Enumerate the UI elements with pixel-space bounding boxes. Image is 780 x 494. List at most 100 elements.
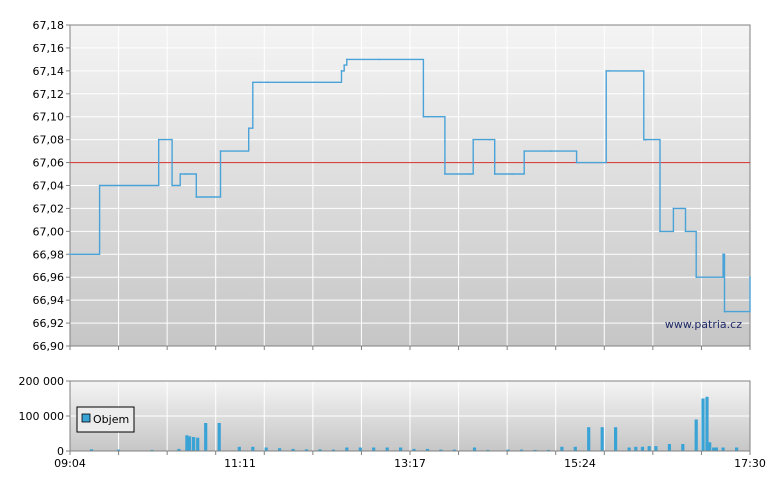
price-point bbox=[659, 230, 661, 233]
price-point bbox=[688, 230, 691, 233]
price-y-tick-label: 66,98 bbox=[33, 248, 65, 261]
x-tick-label: 15:24 bbox=[564, 457, 596, 470]
price-point bbox=[644, 138, 646, 141]
price-point bbox=[98, 184, 101, 187]
price-point bbox=[444, 173, 446, 175]
legend-swatch bbox=[81, 413, 91, 423]
price-point bbox=[550, 150, 552, 152]
volume-bar bbox=[600, 427, 604, 451]
price-point bbox=[219, 150, 222, 152]
volume-y-tick-label: 0 bbox=[57, 445, 64, 458]
volume-bar bbox=[587, 427, 591, 451]
price-point bbox=[511, 173, 513, 175]
price-point bbox=[195, 196, 198, 198]
volume-bar bbox=[647, 446, 651, 451]
price-point bbox=[695, 276, 698, 279]
price-point bbox=[266, 81, 269, 84]
volume-bar bbox=[425, 448, 430, 451]
volume-bar bbox=[712, 447, 716, 451]
price-point bbox=[488, 138, 491, 141]
volume-bar bbox=[177, 448, 181, 451]
price-point bbox=[426, 115, 429, 118]
x-tick-label: 09:04 bbox=[54, 457, 86, 470]
price-point bbox=[247, 127, 250, 129]
price-y-tick-label: 67,10 bbox=[33, 111, 65, 124]
volume-bar bbox=[694, 419, 698, 451]
price-y-tick-label: 67,04 bbox=[33, 180, 65, 193]
volume-bar bbox=[217, 423, 221, 451]
volume-bar bbox=[681, 444, 685, 451]
price-point bbox=[749, 276, 751, 279]
x-tick-label: 17:30 bbox=[734, 457, 766, 470]
volume-bar bbox=[614, 427, 618, 451]
price-point bbox=[608, 70, 610, 72]
price-point bbox=[725, 310, 727, 313]
volume-bar bbox=[721, 447, 725, 451]
price-point bbox=[179, 173, 181, 175]
volume-bar bbox=[345, 447, 349, 451]
volume-bar bbox=[188, 436, 192, 451]
volume-bar bbox=[701, 398, 705, 451]
volume-bar bbox=[705, 396, 709, 452]
price-point bbox=[523, 150, 526, 152]
volume-bar bbox=[116, 449, 120, 451]
price-point bbox=[684, 230, 687, 233]
volume-bar bbox=[196, 437, 200, 451]
price-y-tick-label: 66,94 bbox=[33, 294, 65, 307]
volume-bar bbox=[318, 449, 322, 452]
price-point bbox=[184, 173, 187, 175]
price-panel: 66,90 66,92 66,94 66,96 66,98 67,00 67,02 67,04… bbox=[33, 19, 751, 353]
volume-bar bbox=[399, 447, 403, 451]
volume-bar bbox=[654, 446, 658, 451]
price-point bbox=[680, 207, 683, 210]
price-point bbox=[171, 184, 173, 187]
volume-bar bbox=[278, 448, 282, 451]
volume-bar bbox=[331, 449, 335, 451]
price-y-tick-label: 67,06 bbox=[33, 157, 65, 170]
price-point bbox=[493, 173, 496, 175]
price-point bbox=[157, 138, 160, 141]
price-series-line bbox=[70, 58, 751, 313]
volume-bar bbox=[412, 448, 416, 451]
volume-bar bbox=[251, 446, 255, 451]
price-y-tick-label: 67,18 bbox=[33, 19, 65, 32]
price-frame bbox=[69, 24, 751, 347]
volume-bar bbox=[533, 449, 537, 451]
volume-bar bbox=[486, 449, 490, 451]
volume-bar bbox=[439, 449, 443, 451]
volume-bar bbox=[291, 448, 295, 451]
volume-bar bbox=[304, 449, 309, 452]
price-point bbox=[643, 138, 645, 141]
volume-bar bbox=[150, 449, 154, 451]
price-point bbox=[672, 207, 675, 210]
volume-frame bbox=[69, 380, 751, 452]
price-y-tick-label: 67,02 bbox=[33, 202, 65, 215]
price-point bbox=[575, 161, 578, 164]
volume-bar bbox=[506, 449, 510, 451]
price-y-tick-label: 66,92 bbox=[33, 317, 65, 330]
volume-bar bbox=[472, 447, 477, 451]
price-point bbox=[251, 81, 254, 84]
volume-bar bbox=[185, 435, 189, 452]
price-point bbox=[469, 173, 472, 175]
price-y-tick-label: 67,12 bbox=[33, 88, 65, 101]
price-point bbox=[346, 58, 348, 61]
volume-bar bbox=[237, 446, 241, 451]
price-point bbox=[258, 81, 261, 84]
price-point bbox=[645, 138, 648, 141]
price-y-tick-label: 67,08 bbox=[33, 134, 65, 147]
price-y-tick-label: 66,96 bbox=[33, 271, 65, 284]
volume-bar bbox=[735, 447, 739, 451]
volume-bar bbox=[192, 437, 196, 451]
volume-bar bbox=[452, 449, 456, 451]
price-point bbox=[472, 138, 474, 141]
price-point bbox=[343, 64, 345, 66]
price-point bbox=[422, 115, 425, 118]
price-y-tick-label: 67,16 bbox=[33, 42, 65, 55]
price-point bbox=[69, 253, 71, 256]
price-y-tick-label: 67,14 bbox=[33, 65, 65, 78]
legend-label: Objem bbox=[93, 413, 129, 426]
volume-bar bbox=[204, 423, 208, 451]
watermark: www.patria.cz bbox=[665, 318, 742, 331]
